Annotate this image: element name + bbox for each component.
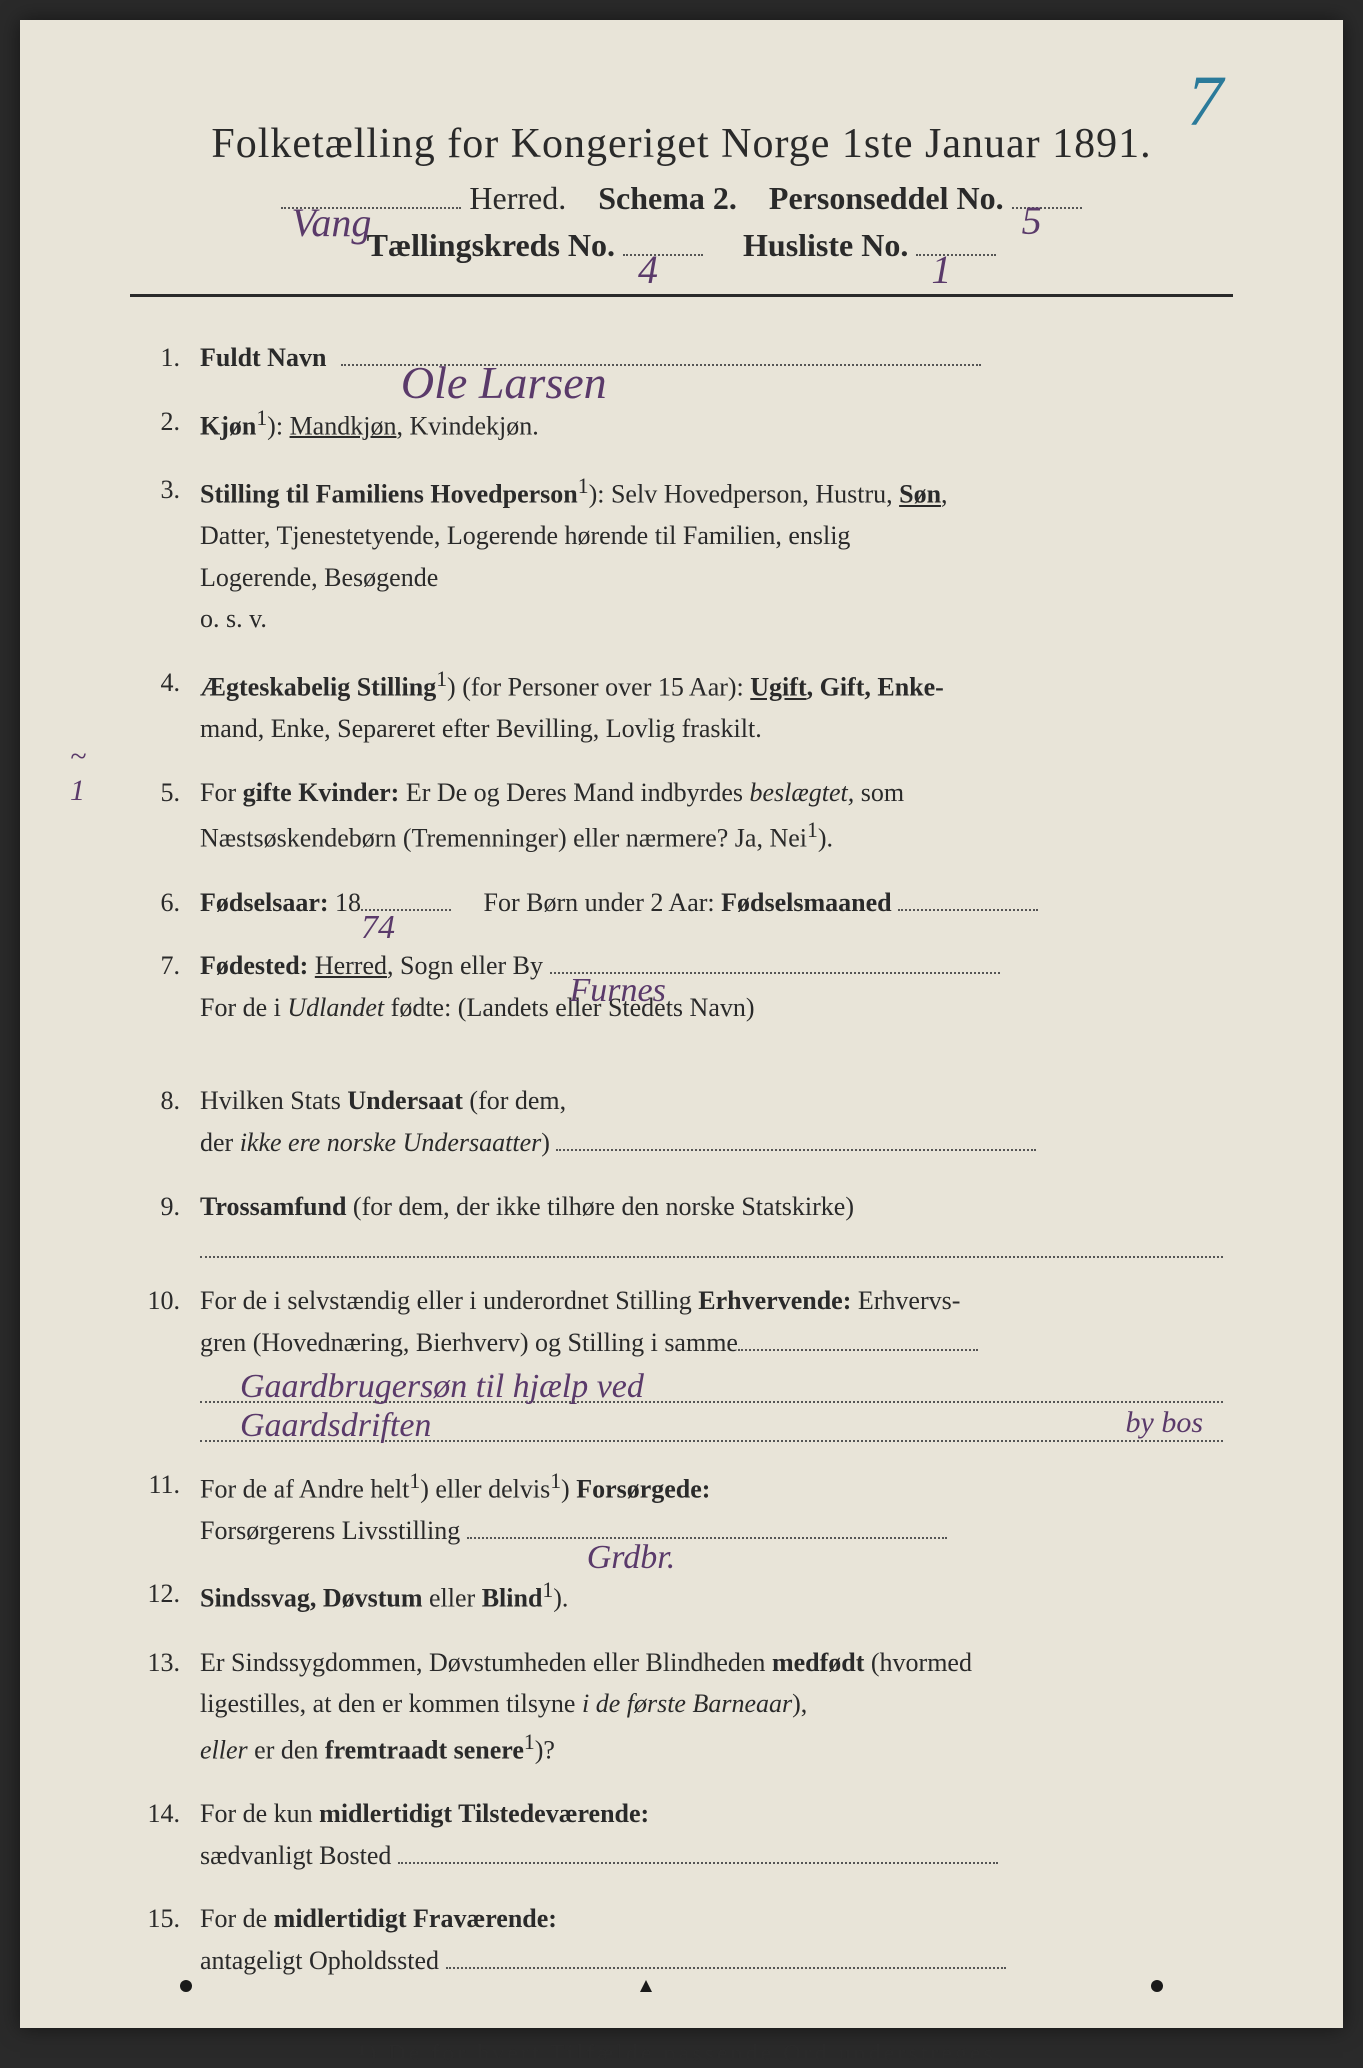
personseddel-value: 5 [1022,197,1042,244]
row-14: 14. For de kun midlertidigt Tilstedevære… [140,1793,1223,1876]
opt-son: Søn [899,480,941,509]
label-fodested: Fødested: [200,951,308,980]
label-aegteskab: Ægteskabelig Stilling [200,673,436,702]
row-10: 10. For de i selvstændig eller i underor… [140,1280,1223,1441]
ink-dot-icon [640,1980,652,1992]
herred-label: Herred. [469,180,566,216]
row-num-7: 7. [140,945,200,987]
footnote: ¹) De for hvert Tilfælde passende Ord un… [130,2041,1233,2068]
row-num-3: 3. [140,469,200,511]
row-1: 1. Fuldt Navn Ole Larsen [140,337,1223,379]
row-num-12: 12. [140,1573,200,1615]
husliste-label: Husliste No. [743,227,908,263]
row-num-5: 5. [140,772,200,814]
row-11: 11. For de af Andre helt1) eller delvis1… [140,1464,1223,1552]
value-erhverv-2r: by bos [1126,1399,1204,1447]
value-year: 74 [361,901,395,955]
header-line2: Vang Herred. Schema 2. Personseddel No. … [130,180,1233,217]
schema-label: Schema 2. [598,180,737,216]
form-body: 1. Fuldt Navn Ole Larsen 2. Kjøn1): Mand… [130,337,1233,1981]
row-num-13: 13. [140,1642,200,1684]
row-7: 7. Fødested: Herred, Sogn eller By Furne… [140,945,1223,1028]
row-num-6: 6. [140,882,200,924]
row-8: 8. Hvilken Stats Undersaat (for dem, der… [140,1080,1223,1163]
row-12: 12. Sindssvag, Døvstum eller Blind1). [140,1573,1223,1619]
value-fodested: Furnes [570,964,666,1018]
divider-line [130,294,1233,297]
row-4: 4. Ægteskabelig Stilling1) (for Personer… [140,662,1223,750]
row-num-8: 8. [140,1080,200,1122]
margin-note: ~1 [70,740,86,808]
kreds-value: 4 [638,246,658,293]
opt-ugift: Ugift [750,673,806,702]
row-num-1: 1. [140,337,200,379]
label-navn: Fuldt Navn [200,343,326,372]
value-forsorger: Grdbr. [587,1531,676,1585]
row-num-2: 2. [140,401,200,443]
main-title: Folketælling for Kongeriget Norge 1ste J… [130,120,1233,168]
row-num-9: 9. [140,1186,200,1228]
kreds-label: Tællingskreds No. [367,227,615,263]
opt-mandkjon: Mandkjøn [290,411,397,440]
row-num-4: 4. [140,662,200,704]
ink-dot-icon [1151,1980,1163,1992]
row-num-11: 11. [140,1464,200,1506]
label-stilling: Stilling til Familiens Hovedperson [200,480,578,509]
row-5: 5. For gifte Kvinder: Er De og Deres Man… [140,772,1223,860]
row-num-15: 15. [140,1898,200,1940]
row-15: 15. For de midlertidigt Fraværende: anta… [140,1898,1223,1981]
value-erhverv-2: Gaardsdriften [240,1399,431,1453]
header-block: Folketælling for Kongeriget Norge 1ste J… [130,120,1233,264]
row-3: 3. Stilling til Familiens Hovedperson1):… [140,469,1223,640]
row-num-10: 10. [140,1280,200,1322]
page-corner-number: 7 [1187,60,1223,143]
census-form-page: 7 Folketælling for Kongeriget Norge 1ste… [20,20,1343,2028]
personseddel-label: Personseddel No. [769,180,1004,216]
row-6: 6. Fødselsaar: 18 74 For Børn under 2 Aa… [140,882,1223,924]
value-navn: Ole Larsen [401,346,607,420]
row-9: 9. Trossamfund (for dem, der ikke tilhør… [140,1186,1223,1259]
row-2: 2. Kjøn1): Mandkjøn, Kvindekjøn. [140,401,1223,447]
label-kjon: Kjøn [200,411,256,440]
husliste-value: 1 [931,246,951,293]
row-num-14: 14. [140,1793,200,1835]
herred-value: Vang [291,199,371,246]
row-13: 13. Er Sindssygdommen, Døvstumheden elle… [140,1642,1223,1771]
label-fodselsaar: Fødselsaar: [200,888,329,917]
ink-dot-icon [180,1980,192,1992]
